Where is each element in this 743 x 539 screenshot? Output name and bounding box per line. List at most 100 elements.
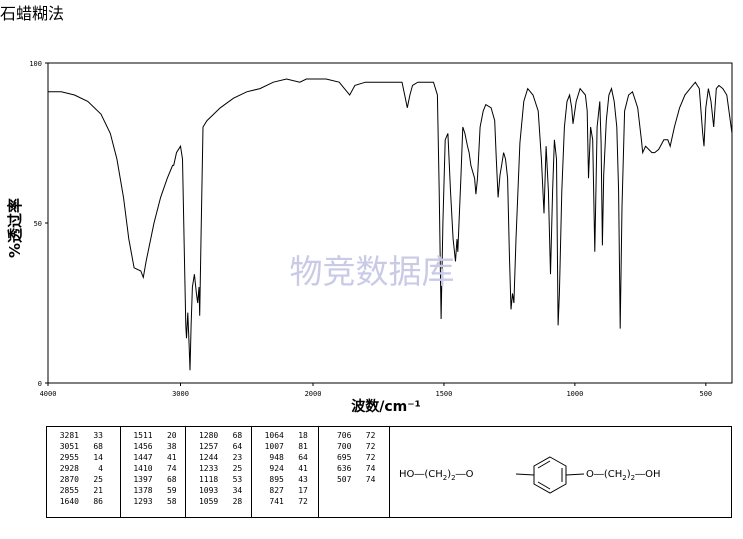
peak-wavenumber: 3051	[59, 442, 79, 451]
y-axis-ticks: 0 50 100	[29, 60, 48, 388]
peak-wavenumber: 2955	[59, 453, 79, 462]
peak-table-row: 700 72	[319, 441, 389, 452]
peak-table-row: 1064 18	[252, 430, 319, 441]
bond-right	[565, 473, 585, 476]
peak-transmittance: 25	[93, 475, 103, 484]
peak-wavenumber: 1093	[198, 486, 219, 495]
peak-transmittance: 86	[93, 497, 103, 506]
peak-transmittance: 23	[232, 453, 243, 462]
peak-table-row: 1410 74	[121, 463, 186, 474]
peak-transmittance: 68	[166, 475, 177, 484]
peak-wavenumber: 1244	[198, 453, 219, 462]
peak-table-row: 3281 33	[47, 430, 120, 441]
y-axis-label: %透过率	[6, 198, 24, 258]
x-tick-label: 1000	[566, 390, 583, 398]
peak-table-row: 1511 20	[121, 430, 186, 441]
x-tick-label: 2000	[305, 390, 322, 398]
peak-wavenumber: 2928	[59, 464, 79, 473]
peak-transmittance: 74	[166, 464, 177, 473]
peak-table-row: 1093 34	[186, 485, 251, 496]
peak-table-column: 1280 68 1257 64 1244 23 1233 25 1118 53 1093 34 1059…	[186, 427, 252, 517]
y-axis-title: 透过率	[6, 198, 24, 243]
spectrum-line	[48, 78, 733, 371]
structure-left-chain: HO―(CH2)2―O	[399, 469, 474, 482]
peak-transmittance: 17	[298, 486, 308, 495]
peak-wavenumber: 1118	[198, 475, 219, 484]
peak-table-row: 1397 68	[121, 474, 186, 485]
peak-transmittance: 72	[298, 497, 308, 506]
peak-wavenumber: 741	[269, 497, 284, 506]
watermark: 物竞数据库	[290, 252, 455, 291]
peak-wavenumber: 827	[269, 486, 284, 495]
x-tick-label: 1500	[436, 390, 453, 398]
peak-wavenumber: 700	[336, 442, 352, 451]
peak-table-row: 1447 41	[121, 452, 186, 463]
peak-wavenumber: 1007	[264, 442, 284, 451]
peak-transmittance: 43	[298, 475, 308, 484]
peak-transmittance: 4	[98, 464, 103, 473]
peak-wavenumber: 1410	[133, 464, 153, 473]
plot-frame	[47, 62, 733, 384]
peak-transmittance: 18	[298, 431, 308, 440]
x-axis-label: 波数/cm⁻¹	[351, 398, 421, 415]
peak-wavenumber: 1378	[133, 486, 153, 495]
peak-transmittance: 72	[365, 453, 376, 462]
x-axis-ticks: 4000 3000 2000 1500 1000 500	[40, 383, 712, 398]
peak-wavenumber: 706	[336, 431, 352, 440]
peak-table-row: 695 72	[319, 452, 389, 463]
peak-wavenumber: 1257	[198, 442, 219, 451]
peak-table-row: 1280 68	[186, 430, 251, 441]
peak-transmittance: 41	[298, 464, 308, 473]
peak-transmittance: 25	[232, 464, 243, 473]
peak-transmittance: 38	[166, 442, 177, 451]
peak-table-row: 1118 53	[186, 474, 251, 485]
method-title: 石蜡糊法	[0, 4, 65, 23]
peak-wavenumber: 1233	[198, 464, 219, 473]
x-tick-label: 500	[699, 390, 712, 398]
structure-diagram: HO―(CH2)2―O O―(CH2)2―OH	[399, 456, 661, 494]
ring-bond-1	[537, 460, 551, 469]
peak-transmittance: 20	[166, 431, 177, 440]
peak-table-column: 706 72 700 72 695 72 636 74 507 74	[319, 427, 389, 517]
peak-transmittance: 58	[166, 497, 177, 506]
peak-transmittance: 64	[232, 442, 243, 451]
peak-transmittance: 72	[365, 442, 376, 451]
peak-transmittance: 21	[93, 486, 103, 495]
peak-table-row: 924 41	[252, 463, 319, 474]
y-tick-label: 50	[34, 220, 42, 228]
peak-wavenumber: 2870	[59, 475, 79, 484]
peak-table-row: 2955 14	[47, 452, 120, 463]
peak-wavenumber: 1397	[133, 475, 153, 484]
peak-table-row: 2870 25	[47, 474, 120, 485]
peak-table-column: 1511 20 1456 38 1447 41 1410 74 1397 68 1378 59 1293…	[121, 427, 187, 517]
peak-table-row: 827 17	[252, 485, 319, 496]
peak-transmittance: 33	[93, 431, 103, 440]
x-tick-label: 3000	[172, 390, 189, 398]
peak-table-row: 1244 23	[186, 452, 251, 463]
peak-wavenumber: 1064	[264, 431, 284, 440]
structure-right-chain: O―(CH2)2―OH	[586, 469, 661, 482]
peak-table-row: 1640 86	[47, 496, 120, 507]
peak-transmittance: 14	[93, 453, 103, 462]
peak-table-row: 507 74	[319, 474, 389, 485]
peak-wavenumber: 1059	[198, 497, 219, 506]
ring-bond-3	[537, 481, 551, 490]
peak-wavenumber: 1511	[133, 431, 153, 440]
peak-table-row: 1257 64	[186, 441, 251, 452]
peak-wavenumber: 636	[336, 464, 352, 473]
peak-table-row: 3051 68	[47, 441, 120, 452]
bond-left	[515, 473, 535, 476]
peak-wavenumber: 895	[269, 475, 284, 484]
peak-wavenumber: 2855	[59, 486, 79, 495]
y-tick-label: 100	[29, 60, 42, 68]
peak-transmittance: 72	[365, 431, 376, 440]
peak-table-row: 2928 4	[47, 463, 120, 474]
peak-table-row: 1233 25	[186, 463, 251, 474]
peak-transmittance: 34	[232, 486, 243, 495]
structure-panel: HO―(CH2)2―O O―(CH2)2―OH	[390, 426, 732, 518]
ir-spectrum-chart: 4000 3000 2000 1500 1000 500 0 50 100 物竞数据库 %透过…	[6, 60, 733, 415]
benzene-ring	[533, 456, 567, 494]
peak-table-row: 948 64	[252, 452, 319, 463]
peak-wavenumber: 507	[336, 475, 352, 484]
peak-transmittance: 53	[232, 475, 243, 484]
